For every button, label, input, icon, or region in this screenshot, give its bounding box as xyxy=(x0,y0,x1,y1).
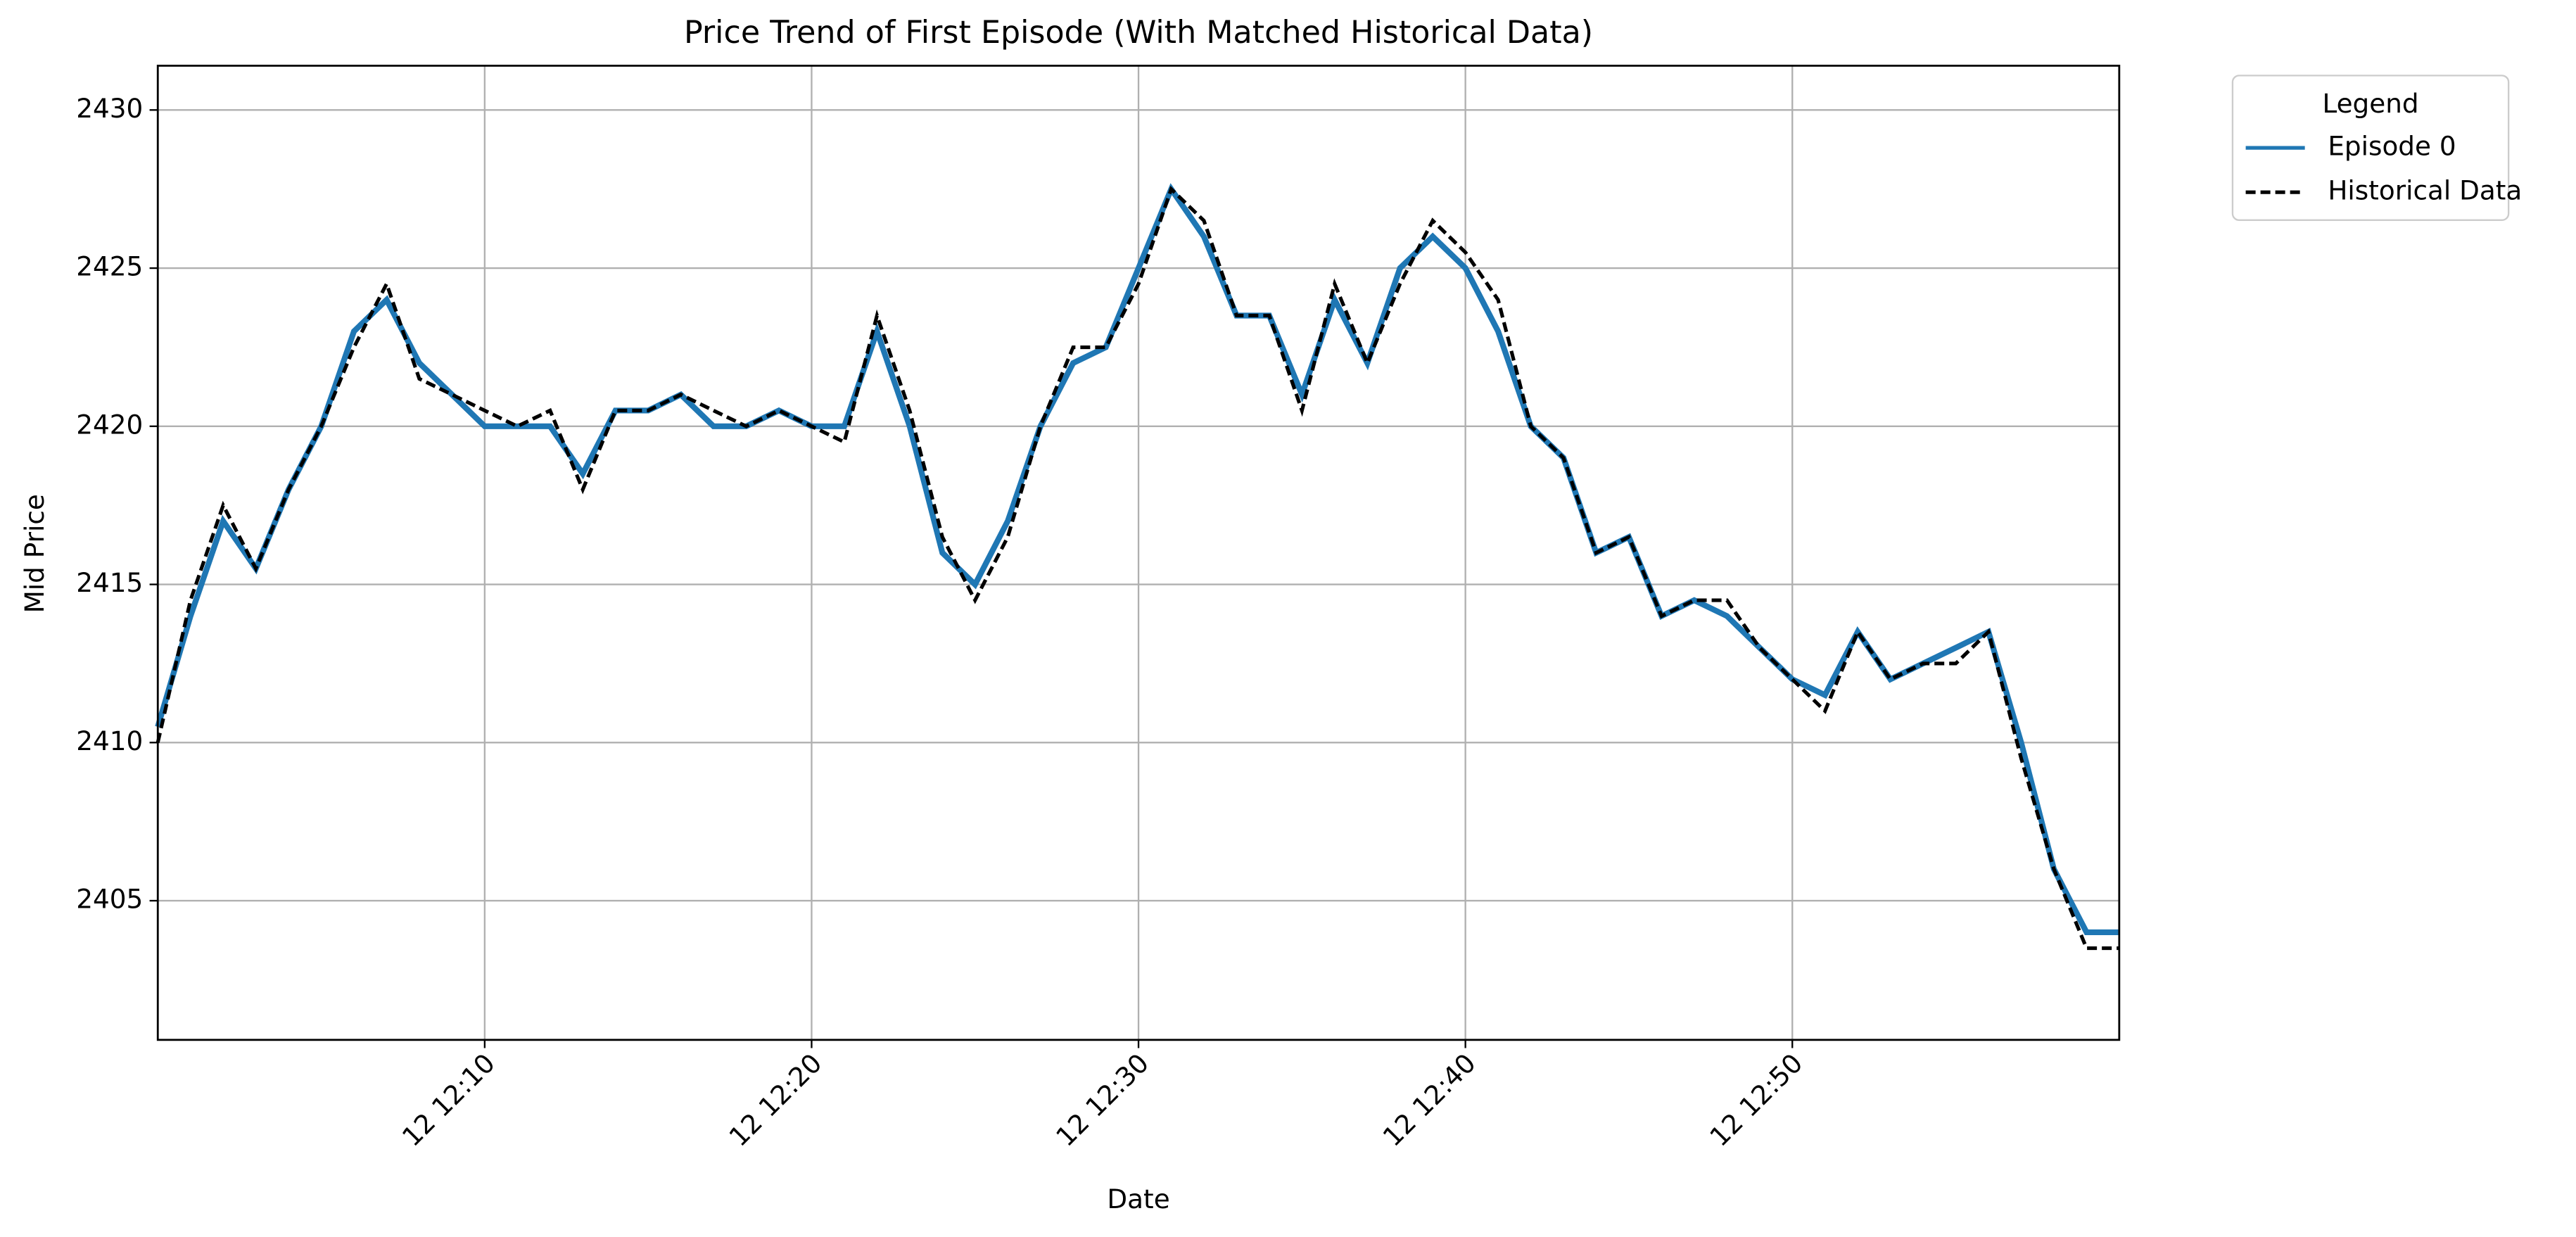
y-tick-label: 2420 xyxy=(76,409,143,440)
y-axis-label: Mid Price xyxy=(19,494,50,613)
y-tick-label: 2430 xyxy=(76,93,143,124)
x-tick-label: 12 12:40 xyxy=(1377,1048,1482,1153)
x-tick-label: 12 12:30 xyxy=(1050,1048,1155,1153)
y-tick-label: 2425 xyxy=(76,251,143,282)
legend-label: Episode 0 xyxy=(2328,131,2456,162)
x-tick-label: 12 12:50 xyxy=(1703,1048,1808,1153)
legend-title: Legend xyxy=(2322,88,2418,119)
chart-title: Price Trend of First Episode (With Match… xyxy=(684,15,1593,51)
x-tick-label: 12 12:20 xyxy=(723,1048,827,1153)
legend-box xyxy=(2231,75,2510,222)
plot-frame xyxy=(156,64,2121,1041)
y-tick-label: 2405 xyxy=(76,884,143,915)
legend-label: Historical Data xyxy=(2328,175,2522,206)
y-tick-label: 2415 xyxy=(76,567,143,598)
x-axis-label: Date xyxy=(1107,1184,1169,1214)
series-line xyxy=(156,186,2119,951)
x-tick-label: 12 12:10 xyxy=(396,1048,501,1153)
y-tick-label: 2410 xyxy=(76,725,143,756)
legend: Legend Episode 0 Historical Data xyxy=(2231,75,2522,222)
